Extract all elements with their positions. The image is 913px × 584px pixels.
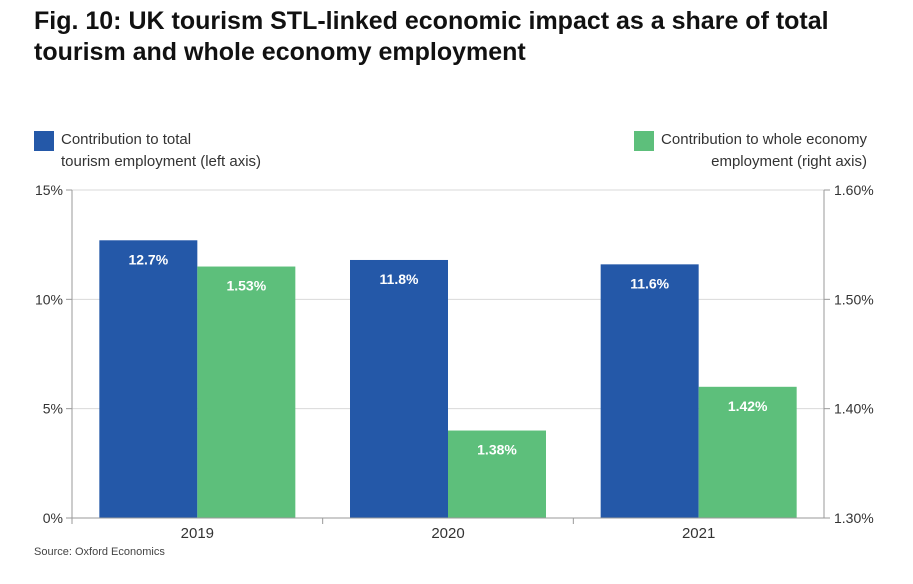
data-label-whole-economy: 1.38% [477,442,517,458]
x-axis-tick-label: 2019 [181,525,214,542]
data-label-tourism-employment: 12.7% [128,251,168,267]
data-label-whole-economy: 1.42% [728,398,768,414]
source-note: Source: Oxford Economics [34,546,165,558]
left-axis-tick-label: 0% [43,510,63,526]
legend-swatch-green [634,131,655,151]
data-label-tourism-employment: 11.6% [630,275,669,291]
bar-whole-economy [698,386,797,518]
x-axis-tick-label: 2021 [682,525,715,542]
right-axis-tick-label: 1.50% [834,291,874,307]
left-axis-tick-label: 15% [35,182,63,198]
right-axis-tick-label: 1.60% [834,182,874,198]
bar-tourism-employment [350,259,448,518]
right-axis-tick-label: 1.30% [834,510,874,526]
data-label-whole-economy: 1.53% [226,278,266,294]
legend-label-whole-economy: Contribution to whole economy employment… [661,131,867,170]
bar-tourism-employment [99,240,198,518]
data-label-tourism-employment: 11.8% [380,271,419,287]
x-axis-tick-label: 2020 [431,525,464,542]
legend-swatch-blue [34,131,54,151]
bar-whole-economy [197,266,296,518]
legend-label-tourism-employment: Contribution to total tourism employment… [61,131,262,170]
bar-tourism-employment [600,264,699,518]
legend-item-whole-economy: Contribution to whole economy employment… [634,131,867,173]
right-axis-tick-label: 1.40% [834,401,874,417]
chart-title: Fig. 10: UK tourism STL-linked economic … [34,7,829,66]
bar-whole-economy [448,430,546,518]
left-axis-tick-label: 5% [43,401,63,417]
left-axis-tick-label: 10% [35,291,63,307]
legend-item-tourism-employment: Contribution to total tourism employment… [34,131,261,173]
